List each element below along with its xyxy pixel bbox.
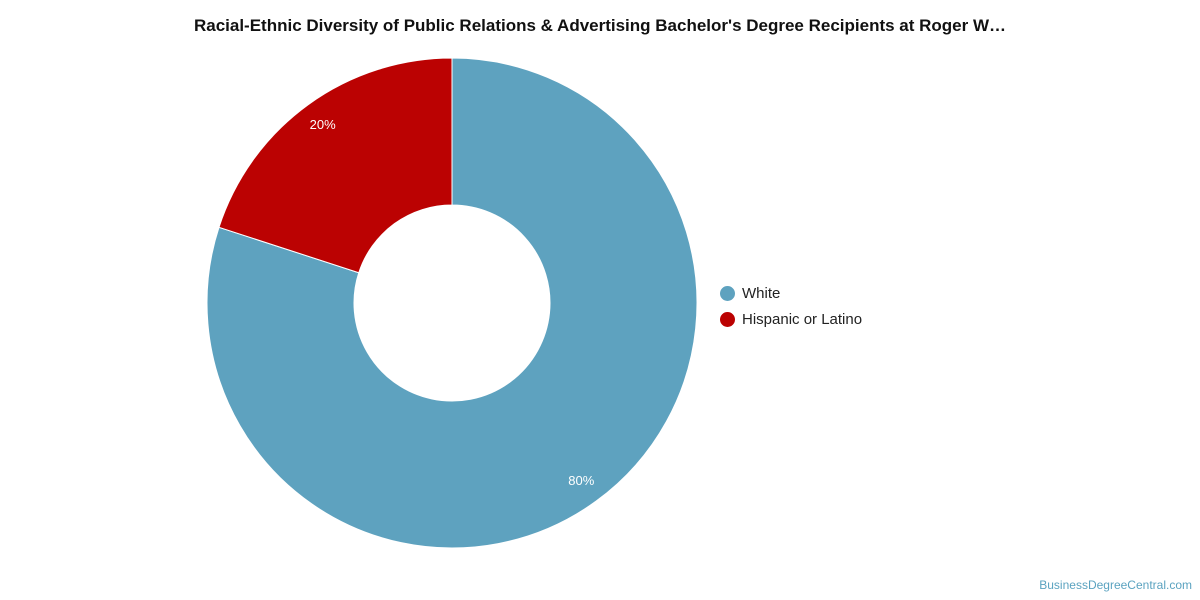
slice-white[interactable] (206, 57, 698, 549)
legend-swatch-hispanic-or-latino (720, 311, 735, 327)
slice-label-white: 80% (568, 473, 594, 488)
slice-label-hispanic-or-latino: 20% (310, 117, 336, 132)
legend-swatch-white (720, 285, 735, 301)
slice-hispanic-or-latino[interactable] (218, 57, 453, 274)
legend-item-hispanic-or-latino[interactable]: Hispanic or Latino (720, 306, 862, 332)
legend-label-hispanic-or-latino: Hispanic or Latino (742, 310, 863, 328)
chart-title: Racial-Ethnic Diversity of Public Relati… (193, 16, 1007, 35)
source-credit[interactable]: BusinessDegreeCentral.com (1039, 578, 1192, 592)
legend-label-white: White (742, 284, 781, 302)
legend-item-white[interactable]: White (720, 280, 862, 306)
chart-legend: White Hispanic or Latino (720, 280, 862, 332)
